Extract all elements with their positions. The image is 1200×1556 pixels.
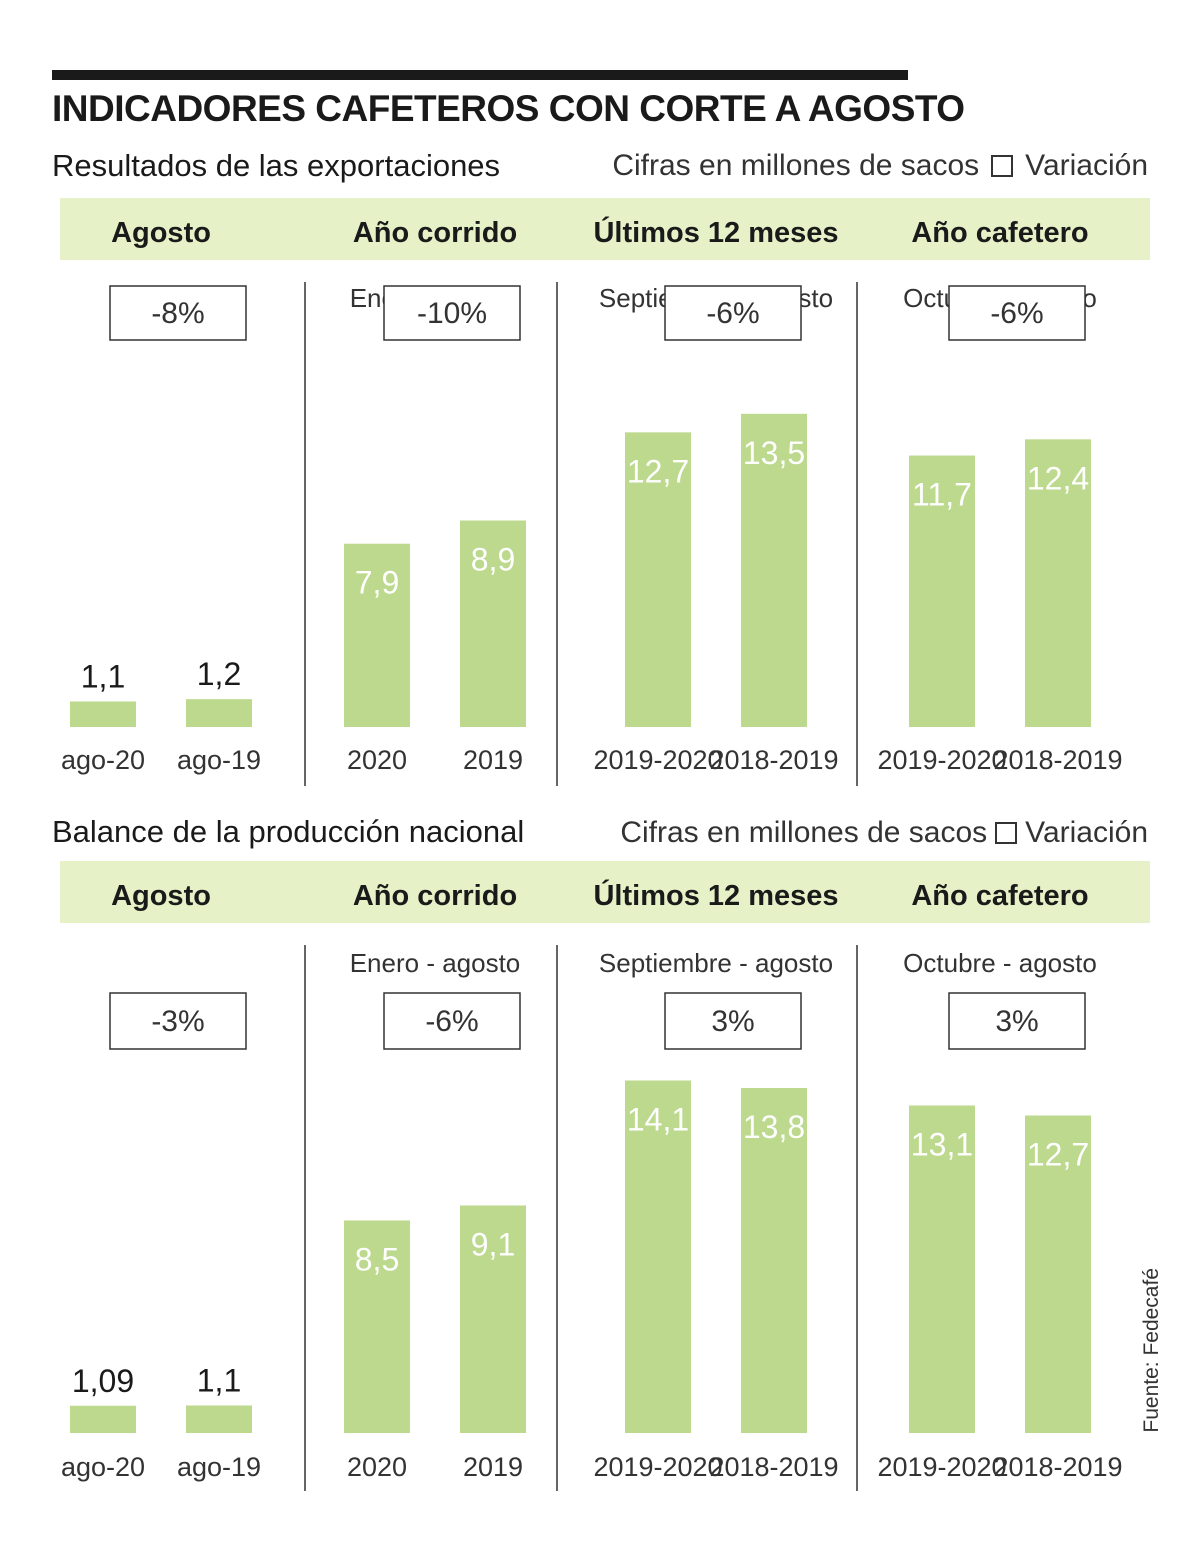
bar [909,1105,975,1433]
bar [344,543,410,727]
bar-value-label: 8,5 [355,1242,399,1278]
variation-value: -10% [417,297,487,330]
variation-value: -6% [425,1005,478,1038]
variation-value: -6% [706,297,759,330]
bar [1025,1115,1091,1433]
bar [460,1205,526,1433]
category-label: 2020 [347,745,407,775]
variation-box [948,992,1086,1050]
category-label: 2018-2019 [993,1452,1122,1482]
variation-box [664,285,802,341]
group-header: Agosto [111,217,211,249]
bar-value-label: 14,1 [627,1102,689,1138]
infographic-title: INDICADORES CAFETEROS CON CORTE A AGOSTO [52,88,965,129]
variation-box [383,992,521,1050]
category-label: 2018-2019 [709,745,838,775]
bar [625,432,691,727]
bar [186,699,252,727]
bar [186,1405,252,1433]
production-section-title: Balance de la producción nacional [52,814,525,849]
category-label: 2018-2019 [993,745,1122,775]
variation-box [109,992,247,1050]
category-label: 2020 [347,1452,407,1482]
bar-value-label: 13,5 [743,435,805,471]
bar-value-label: 12,7 [1027,1137,1089,1173]
group-header: Año corrido [353,217,517,249]
source-credit: Fuente: Fedecafé [1140,1268,1163,1433]
bar [344,1220,410,1433]
bar [70,701,136,727]
bar-value-label: 1,2 [197,656,241,692]
group-subtitle: Octubre - agosto [903,948,1097,978]
bar [1025,439,1091,727]
category-label: 2019-2020 [877,1452,1006,1482]
variation-box [109,285,247,341]
bar-value-label: 11,7 [912,477,972,513]
bar-value-label: 12,7 [627,453,689,489]
exports-section-title: Resultados de las exportaciones [52,148,501,183]
category-label: ago-20 [61,745,145,775]
group-subtitle: Septiembre - agosto [599,948,833,978]
bar-value-label: 1,1 [81,658,125,694]
chart-svg: Agosto -3% 1,09 ago-20 1,1 ago-19 Año corrido E… [60,861,1150,1491]
bar-value-label: 12,4 [1027,460,1089,496]
group-header: Agosto [111,880,211,912]
variation-legend-box [995,822,1018,844]
category-label: 2019 [463,745,523,775]
category-label: 2019-2020 [593,745,722,775]
production-unit-text: Cifras en millones de sacos [620,816,988,849]
production-chart: Agosto -3% 1,09 ago-20 1,1 ago-19 Año corrido E… [0,861,1200,1501]
category-label: ago-20 [61,1452,145,1482]
bar-value-label: 1,09 [72,1363,134,1399]
group-header: Año corrido [353,880,517,912]
title-rule [52,70,908,80]
variation-value: 3% [711,1005,754,1038]
bar [741,413,807,727]
bar [460,520,526,727]
header-band [60,198,1150,260]
category-label: 2018-2019 [709,1452,838,1482]
bar-value-label: 9,1 [471,1227,515,1263]
bar [625,1080,691,1433]
category-label: 2019-2020 [593,1452,722,1482]
variation-legend-box [991,155,1014,177]
group-header: Año cafetero [911,217,1088,249]
bar-value-label: 13,1 [911,1127,973,1163]
variation-box [948,285,1086,341]
exports-unit-text: Cifras en millones de sacos [612,149,980,182]
group-header: Últimos 12 meses [593,215,838,249]
exports-unit-note: Cifras en millones de sacos Variación [612,149,1148,183]
bar-value-label: 1,1 [197,1363,241,1399]
production-legend-label: Variación [1025,816,1148,849]
exports-legend-label: Variación [1025,149,1148,182]
bar [70,1405,136,1433]
variation-value: -6% [990,297,1043,330]
bar-value-label: 13,8 [743,1109,805,1145]
category-label: ago-19 [177,745,261,775]
bar [741,1088,807,1433]
category-label: 2019-2020 [877,745,1006,775]
group-header: Año cafetero [911,880,1088,912]
variation-box [383,285,521,341]
header-band [60,861,1150,923]
variation-value: -8% [151,297,204,330]
bar [909,455,975,727]
variation-value: 3% [995,1005,1038,1038]
bar-value-label: 7,9 [355,565,399,601]
production-unit-note: Cifras en millones de sacos Variación [620,816,1148,850]
variation-box [664,992,802,1050]
group-header: Últimos 12 meses [593,878,838,912]
category-label: 2019 [463,1452,523,1482]
variation-value: -3% [151,1005,204,1038]
group-subtitle: Enero - agosto [350,948,521,978]
category-label: ago-19 [177,1452,261,1482]
bar-value-label: 8,9 [471,542,515,578]
